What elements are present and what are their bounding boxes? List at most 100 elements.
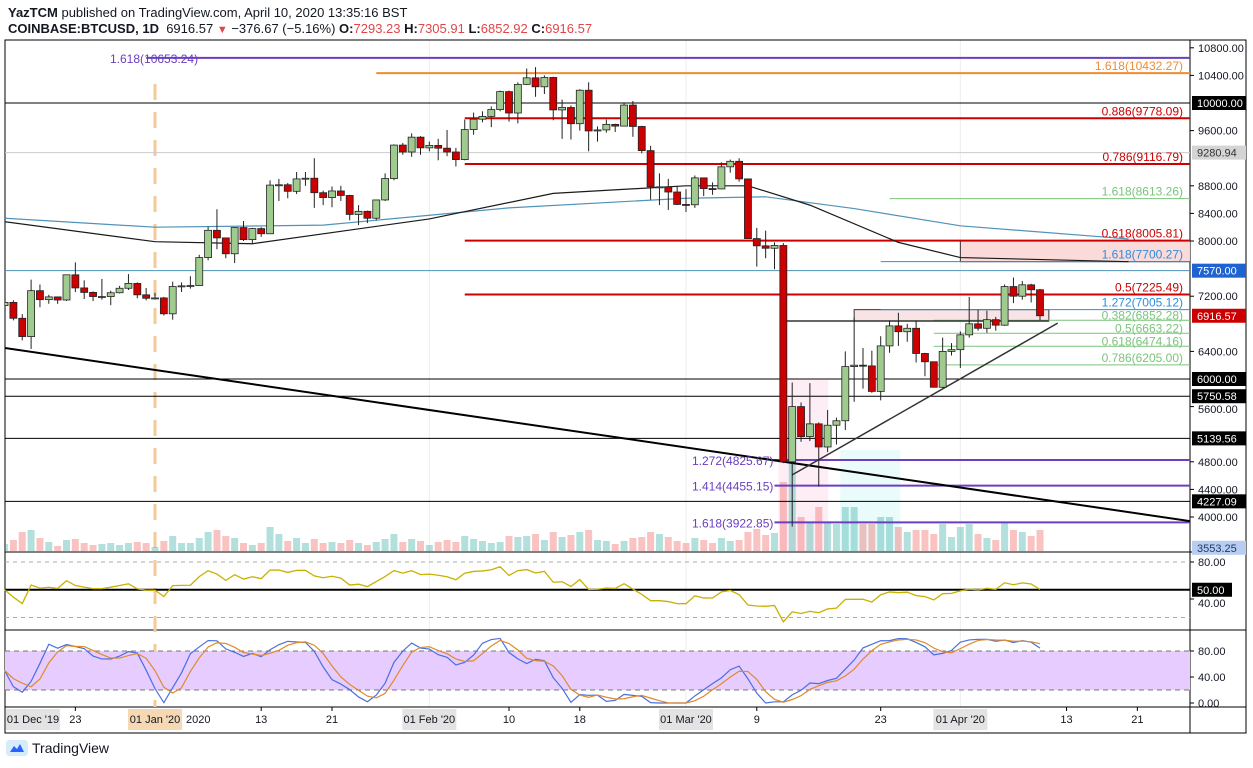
volume-bar — [452, 542, 460, 552]
candle-up — [27, 290, 36, 337]
volume-bar — [408, 539, 416, 552]
candle-up — [274, 184, 283, 187]
candle-up — [620, 104, 628, 127]
time-badge — [933, 709, 988, 730]
candle-down — [283, 184, 292, 192]
fib-level-label: 1.272(4825.67) — [692, 454, 773, 468]
footer: TradingView — [6, 740, 109, 756]
volume-bar — [1036, 530, 1044, 552]
volume-bar — [532, 534, 540, 552]
volume-bar — [390, 534, 398, 552]
volume-bar — [231, 538, 239, 552]
stoch-k-line — [4, 637, 1041, 704]
fib-level-label: 1.618(3922.85) — [692, 516, 773, 530]
volume-bar — [470, 539, 478, 552]
candle-down — [505, 91, 513, 114]
volume-bar — [992, 540, 1000, 552]
rsi-badge-label: 50.00 — [1197, 585, 1225, 597]
candle-up — [823, 424, 832, 448]
candle-up — [478, 116, 487, 120]
volume-bar — [832, 524, 840, 552]
volume-bar — [248, 545, 256, 552]
volume-bar — [939, 524, 947, 552]
candle-up — [292, 178, 301, 192]
candle-down — [319, 192, 328, 198]
volume-bar — [912, 530, 920, 552]
volume-bar — [717, 538, 725, 552]
candle-up — [522, 77, 531, 85]
candle-down — [310, 177, 319, 194]
volume-bar — [523, 536, 531, 552]
ascending-trendline — [791, 322, 1059, 476]
candle-up — [354, 210, 363, 215]
candle-down — [213, 229, 221, 239]
volume-bar — [116, 545, 124, 552]
volume-bar — [284, 541, 292, 552]
candle-up — [195, 257, 204, 286]
candle-up — [832, 420, 841, 426]
candle-up — [5, 302, 9, 306]
volume-bar — [1009, 530, 1017, 552]
volume-bar — [514, 537, 522, 552]
candle-up — [106, 292, 115, 297]
candle-down — [673, 191, 682, 205]
candle-up — [301, 177, 310, 180]
volume-bar — [647, 532, 655, 552]
open-value: 7293.23 — [353, 21, 401, 36]
volume-bar — [319, 543, 327, 552]
volume-bar — [779, 482, 787, 552]
candle-down — [451, 151, 460, 160]
candle-up — [98, 296, 106, 298]
volume-bar — [638, 537, 646, 552]
volume-bar — [178, 543, 186, 552]
volume-bar — [195, 538, 203, 552]
volume-bar — [293, 538, 301, 552]
candle-down — [735, 160, 743, 180]
candle-up — [965, 323, 974, 336]
open-label: O: — [339, 21, 354, 36]
volume-bar — [5, 544, 9, 552]
publish-info: YazTCM published on TradingView.com, Apr… — [8, 5, 407, 20]
candle-up — [956, 334, 965, 351]
stoch-d-line — [4, 638, 1041, 704]
volume-bar — [771, 533, 778, 552]
volume-bar — [346, 540, 354, 552]
volume-bar — [894, 527, 902, 552]
volume-bar — [160, 541, 168, 552]
volume-bar — [877, 517, 885, 552]
volume-bar — [213, 530, 221, 552]
candle-up — [903, 327, 912, 333]
fib-level-label: 0.618(6474.16) — [1102, 335, 1183, 349]
candle-up — [460, 129, 469, 160]
candle-up — [841, 366, 850, 422]
volume-bar — [54, 546, 62, 552]
candle-down — [221, 237, 230, 255]
moving-average-line — [5, 185, 1129, 263]
volume-bar — [735, 540, 743, 552]
volume-bar — [337, 543, 345, 552]
candle-up — [372, 199, 381, 219]
volume-bar — [222, 536, 230, 552]
volume-bar — [98, 544, 106, 552]
close-value: 6916.57 — [545, 21, 593, 36]
price-badge — [1192, 308, 1246, 323]
publisher-name[interactable]: YazTCM — [8, 5, 58, 20]
price-badge-label: 3553.25 — [1197, 543, 1237, 555]
candle-up — [655, 186, 664, 189]
price-badge-label: 4227.09 — [1197, 496, 1237, 508]
price-tick-label: 9600.00 — [1198, 126, 1238, 138]
brand-name[interactable]: TradingView — [32, 740, 110, 756]
candle-down — [699, 177, 708, 189]
volume-bar — [691, 538, 699, 552]
symbol-info: COINBASE:BTCUSD, 1D 6916.57 ▼ −376.67 (−… — [8, 21, 592, 36]
volume-bar — [434, 542, 442, 552]
time-axis-frame — [4, 706, 1247, 734]
volume-bar — [921, 530, 929, 552]
candle-up — [487, 109, 496, 117]
volume-bar — [266, 527, 274, 552]
candle-down — [1027, 284, 1036, 291]
time-badge-label: 01 Mar '20 — [660, 714, 712, 726]
volume-bar — [381, 539, 389, 552]
fib-level-label: 0.618(8005.81) — [1102, 227, 1183, 241]
